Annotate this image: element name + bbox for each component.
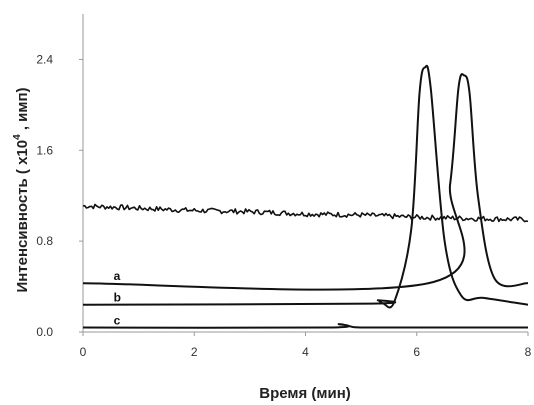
series-c-line bbox=[82, 323, 528, 329]
x-tick-label: 2 bbox=[191, 345, 198, 359]
y-axis-title-main: Интенсивность ( x10 bbox=[14, 140, 31, 293]
x-tick-label: 8 bbox=[525, 345, 532, 359]
series-c-label: c bbox=[114, 313, 121, 327]
series-b-label: b bbox=[114, 291, 121, 305]
y-axis-title-sup: 4 bbox=[12, 134, 23, 140]
y-tick-label: 0.8 bbox=[36, 234, 53, 248]
baseline-noise-line bbox=[82, 203, 529, 223]
x-axis-title: Время (мин) bbox=[259, 385, 351, 402]
series-a-line bbox=[82, 73, 529, 291]
y-tick-label: 0.0 bbox=[36, 325, 53, 339]
y-tick-label: 2.4 bbox=[36, 52, 53, 66]
series-a-label: a bbox=[114, 269, 121, 283]
x-tick-label: 0 bbox=[80, 345, 87, 359]
y-axis-title: Интенсивность ( x104 , имп) bbox=[12, 87, 31, 292]
x-tick-label: 6 bbox=[413, 345, 420, 359]
series-b-line bbox=[82, 64, 529, 309]
y-tick-label: 1.6 bbox=[36, 143, 53, 157]
x-tick-label: 4 bbox=[302, 345, 309, 359]
y-axis-title-tail: , имп) bbox=[14, 87, 31, 134]
curves bbox=[82, 64, 529, 329]
ticks: 0.0 0.8 1.6 2.4 0 2 4 6 8 bbox=[36, 52, 531, 359]
curve-labels: abc bbox=[114, 269, 121, 327]
